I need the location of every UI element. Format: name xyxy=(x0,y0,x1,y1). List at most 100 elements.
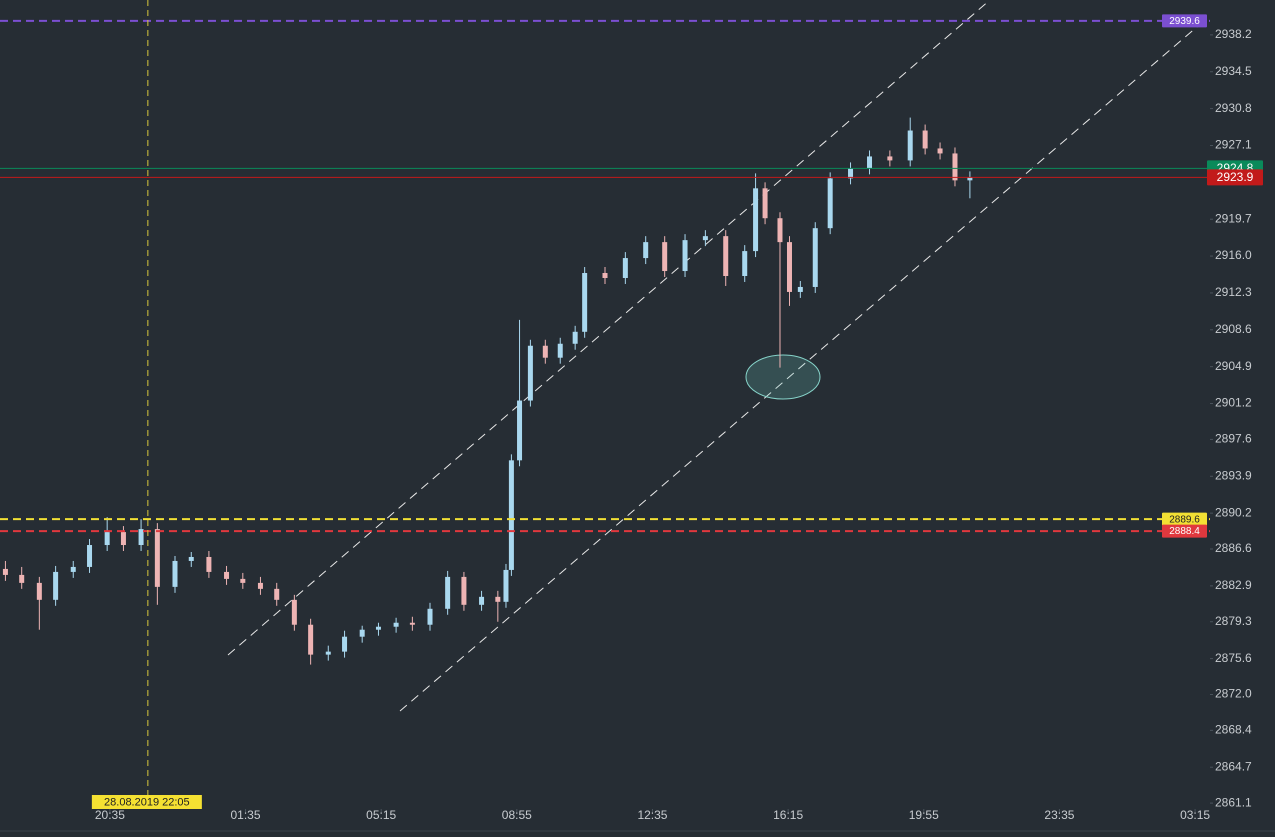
candle-body xyxy=(257,582,263,589)
y-tick-label: 2882.9 xyxy=(1215,578,1252,592)
candle-body xyxy=(427,608,433,625)
candle-body xyxy=(572,331,578,344)
x-tick-label: 01:35 xyxy=(231,808,261,822)
trend-line-upper xyxy=(227,0,991,656)
x-tick-label: 12:35 xyxy=(637,808,667,822)
candle-body xyxy=(827,178,833,229)
candle-body xyxy=(206,556,212,572)
candle-body xyxy=(70,566,76,572)
candle-body xyxy=(2,568,8,575)
trend-channel xyxy=(227,0,1206,712)
candle-body xyxy=(887,156,893,161)
y-tick-label: 2930.8 xyxy=(1215,101,1252,115)
y-tick-label: 2901.2 xyxy=(1215,396,1252,410)
y-tick-label: 2938.2 xyxy=(1215,27,1252,41)
y-tick-label: 2908.6 xyxy=(1215,322,1252,336)
candles xyxy=(2,117,973,665)
y-tick-label: 2912.3 xyxy=(1215,285,1252,299)
y-tick-label: 2897.6 xyxy=(1215,432,1252,446)
candle-body xyxy=(952,153,958,181)
candle-body xyxy=(188,556,194,561)
candle-body xyxy=(409,622,415,625)
crosshair-label: 28.08.2019 22:05 xyxy=(104,796,190,808)
y-tick-label: 2879.3 xyxy=(1215,614,1252,628)
candle-body xyxy=(138,529,144,546)
candle-body xyxy=(937,148,943,154)
candle-body xyxy=(445,576,451,609)
y-tick-label: 2868.4 xyxy=(1215,723,1252,737)
y-tick-label: 2904.9 xyxy=(1215,359,1252,373)
candle-body xyxy=(495,596,501,602)
y-tick-label: 2890.2 xyxy=(1215,505,1252,519)
candle-body xyxy=(87,545,93,567)
candle-body xyxy=(120,532,126,546)
candle-body xyxy=(753,188,759,252)
candle-body xyxy=(172,560,178,587)
candle-body xyxy=(967,177,973,181)
x-tick-label: 23:35 xyxy=(1044,808,1074,822)
x-tick-label: 19:55 xyxy=(909,808,939,822)
candle-body xyxy=(308,624,314,655)
candle-body xyxy=(154,529,160,587)
y-tick-label: 2916.0 xyxy=(1215,248,1252,262)
candle-body xyxy=(742,251,748,276)
candle-body xyxy=(36,582,42,600)
candle-body xyxy=(342,636,348,652)
candle-body xyxy=(762,188,768,219)
candle-body xyxy=(527,345,533,401)
candle-body xyxy=(786,242,792,292)
candle-body xyxy=(291,599,297,625)
price-label: 2939.6 xyxy=(1169,16,1200,27)
candle-body xyxy=(812,228,818,287)
y-tick-label: 2861.1 xyxy=(1215,795,1252,809)
candle-body xyxy=(643,242,649,259)
candle-body xyxy=(517,400,523,461)
price-label-box xyxy=(1162,524,1207,538)
candle-body xyxy=(702,236,708,241)
candle-body xyxy=(240,578,246,583)
candle-body xyxy=(508,460,514,570)
candle-body xyxy=(723,236,729,276)
x-tick-label: 20:35 xyxy=(95,808,125,822)
x-tick-label: 08:55 xyxy=(502,808,532,822)
y-tick-label: 2919.7 xyxy=(1215,211,1252,225)
candle-body xyxy=(602,273,608,278)
candle-body xyxy=(53,571,59,600)
candle-body xyxy=(274,588,280,600)
x-tick-label: 03:15 xyxy=(1180,808,1210,822)
y-tick-label: 2864.7 xyxy=(1215,759,1252,773)
candle-body xyxy=(867,156,873,169)
x-tick-label: 05:15 xyxy=(366,808,396,822)
y-tick-label: 2872.0 xyxy=(1215,687,1252,701)
candle-body xyxy=(104,532,110,546)
y-tick-label: 2927.1 xyxy=(1215,138,1252,152)
candle-body xyxy=(503,569,509,602)
y-tick-label: 2893.9 xyxy=(1215,468,1252,482)
x-tick-label: 16:15 xyxy=(773,808,803,822)
price-label-box xyxy=(1162,14,1207,28)
candle-body xyxy=(582,273,588,332)
y-tick-label: 2875.6 xyxy=(1215,651,1252,665)
price-label-box xyxy=(1207,169,1263,186)
candle-body xyxy=(777,218,783,243)
candle-body xyxy=(359,629,365,637)
candle-body xyxy=(479,596,485,605)
price-label-box xyxy=(1162,512,1207,526)
candle-body xyxy=(224,571,230,579)
candle-body xyxy=(461,576,467,605)
y-tick-label: 2934.5 xyxy=(1215,64,1252,78)
trend-line-lower xyxy=(399,19,1206,712)
candle-body xyxy=(922,130,928,149)
candle-body xyxy=(557,343,563,358)
crosshair-label-box xyxy=(91,795,202,809)
y-tick-label: 2886.6 xyxy=(1215,541,1252,555)
candle-body xyxy=(848,168,854,179)
candle-body xyxy=(662,242,668,272)
highlight-ellipse xyxy=(745,354,821,400)
candle-body xyxy=(682,240,688,272)
price-label: 2923.9 xyxy=(1217,170,1254,184)
price-label: 2888.4 xyxy=(1169,526,1200,537)
candle-body xyxy=(325,651,331,655)
